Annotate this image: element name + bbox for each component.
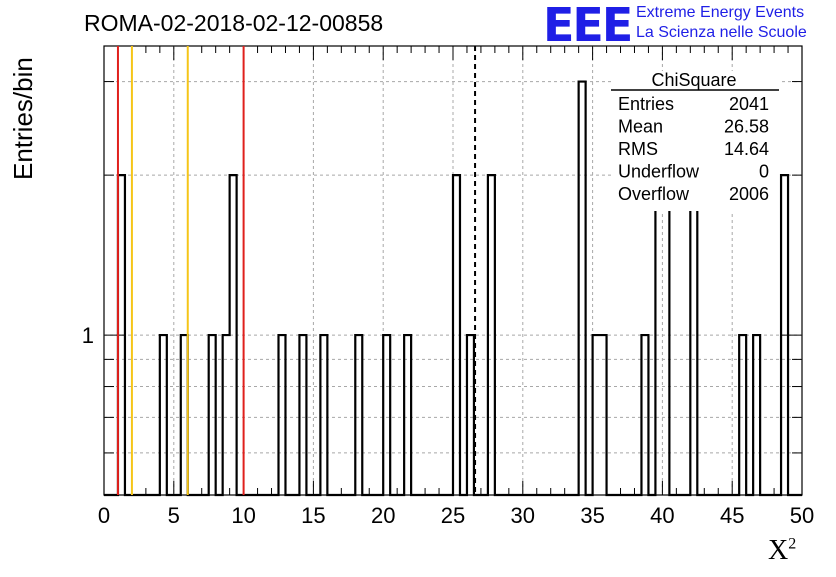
histogram-bin (488, 175, 495, 495)
histogram-bin (453, 175, 460, 495)
histogram-bin (641, 335, 648, 495)
x-axis-label: X2 (768, 535, 796, 567)
histogram-bin (579, 82, 586, 495)
x-tick-label: 30 (511, 503, 535, 528)
stats-value: 14.64 (724, 139, 769, 159)
run-title: ROMA-02-2018-02-12-00858 (84, 10, 384, 36)
y-tick-label: 1 (82, 323, 94, 348)
stats-value: 0 (759, 162, 769, 182)
y-axis-label: Entries/bin (8, 57, 38, 180)
histogram-bin (355, 335, 362, 495)
stats-label: RMS (618, 139, 658, 159)
stats-title: ChiSquare (651, 70, 736, 90)
histogram-bin (160, 335, 167, 495)
x-tick-label: 25 (441, 503, 465, 528)
stats-label: Underflow (618, 162, 700, 182)
x-tick-label: 35 (580, 503, 604, 528)
stats-label: Entries (618, 94, 674, 114)
histogram-outline (104, 80, 802, 497)
stats-value: 26.58 (724, 117, 769, 137)
histogram-bin (209, 335, 216, 495)
x-tick-label: 20 (371, 503, 395, 528)
x-axis-label-base: X (768, 535, 789, 566)
histogram-bin (299, 335, 306, 495)
histogram-bin (753, 335, 760, 495)
histogram-bin (223, 335, 230, 495)
histogram-bin (690, 175, 697, 495)
histogram-bin (181, 335, 188, 495)
histogram-bin (404, 335, 411, 495)
x-tick-label: 5 (168, 503, 180, 528)
histogram-bin (320, 335, 327, 495)
stats-value: 2041 (729, 94, 769, 114)
stats-label: Mean (618, 117, 663, 137)
histogram-bin (593, 335, 600, 495)
logo-line-1: Extreme Energy Events (636, 4, 805, 21)
histogram-bin (600, 335, 607, 495)
x-tick-label: 50 (790, 503, 814, 528)
stats-value: 2006 (729, 184, 769, 204)
histogram-bin (279, 335, 286, 495)
histogram-bin (383, 335, 390, 495)
histogram-bin (467, 335, 474, 495)
x-tick-label: 40 (650, 503, 674, 528)
x-axis-label-sup: 2 (788, 535, 797, 553)
x-tick-label: 0 (98, 503, 110, 528)
x-tick-label: 45 (720, 503, 744, 528)
logo-line-2: La Scienza nelle Scuole (636, 24, 807, 41)
stats-box (611, 71, 779, 211)
histogram-bin (655, 175, 662, 495)
x-tick-label: 15 (301, 503, 325, 528)
stats-label: Overflow (618, 184, 690, 204)
x-tick-label: 10 (231, 503, 255, 528)
histogram-bin (230, 175, 237, 495)
histogram-bin (781, 175, 788, 495)
histogram-bin (739, 335, 746, 495)
histogram-bin (662, 175, 669, 495)
histogram-bin (118, 175, 125, 495)
eee-logo: EEE (543, 0, 633, 52)
